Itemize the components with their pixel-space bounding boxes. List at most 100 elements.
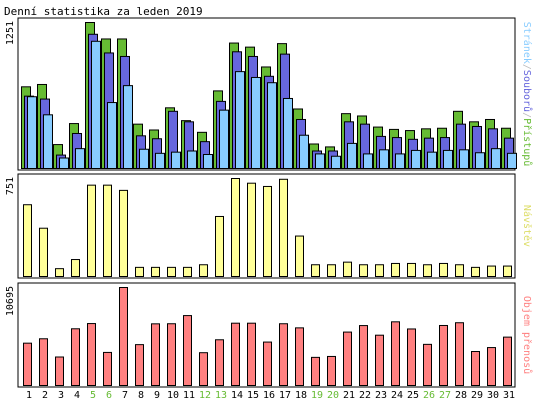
x-tick-label-day-4: 4 [74, 390, 80, 401]
ylabel-volume: Objem přenosů [521, 296, 533, 374]
bar-volume-day-22 [359, 325, 368, 387]
bar-volume-day-1 [23, 342, 32, 386]
x-tick-label-day-28: 28 [455, 390, 467, 401]
bar-volume-day-23 [375, 334, 384, 386]
bar-visits-day-13 [215, 215, 224, 278]
bar-visits-day-25 [407, 262, 416, 278]
x-tick-label-day-1: 1 [26, 390, 32, 401]
x-tick-label-day-6: 6 [106, 390, 112, 401]
bar-traffic-stránek-day-1 [27, 96, 37, 169]
bar-traffic-stránek-day-31 [507, 152, 517, 170]
bar-volume-day-2 [39, 338, 48, 386]
x-tick-label-day-7: 7 [122, 390, 128, 401]
bar-traffic-stránek-day-30 [491, 148, 501, 169]
bar-visits-day-5 [87, 184, 96, 277]
bar-visits-day-4 [71, 259, 80, 277]
bar-traffic-stránek-day-22 [363, 153, 373, 169]
bar-volume-day-11 [183, 315, 192, 386]
x-tick-label-day-5: 5 [90, 390, 96, 401]
chart-title: Denní statistika za leden 2019 [4, 5, 203, 18]
ylabel-part-4: Přístupů [521, 118, 533, 166]
x-tick-label-day-17: 17 [279, 390, 291, 401]
bar-visits-day-16 [263, 185, 272, 277]
bar-visits-day-6 [103, 184, 112, 277]
bar-traffic-stránek-day-20 [331, 155, 341, 169]
bar-visits-day-29 [471, 266, 480, 277]
bar-volume-day-12 [199, 352, 208, 387]
bar-traffic-stránek-day-11 [187, 150, 197, 169]
bar-visits-day-15 [247, 182, 256, 277]
bar-volume-day-10 [167, 323, 176, 386]
x-tick-label-day-25: 25 [407, 390, 419, 401]
bar-visits-day-22 [359, 264, 368, 277]
bar-volume-day-9 [151, 323, 160, 387]
bar-traffic-stránek-day-8 [139, 148, 149, 170]
bar-volume-day-20 [327, 355, 336, 387]
bar-visits-day-10 [167, 266, 176, 277]
ylabel-part-3: / [521, 112, 532, 118]
bar-traffic-stránek-day-12 [203, 153, 213, 170]
bar-volume-day-21 [343, 331, 352, 386]
bar-traffic-stránek-day-13 [219, 109, 229, 169]
bar-volume-day-13 [215, 339, 224, 386]
bar-traffic-stránek-day-24 [395, 153, 405, 169]
ylabel-traffic: Stránek/Souborů/Přístupů [521, 22, 533, 167]
x-tick-label-day-23: 23 [375, 390, 387, 401]
x-tick-label-day-10: 10 [167, 390, 179, 401]
bar-volume-day-24 [391, 321, 400, 387]
ylabel-part-0: Stránek [521, 22, 533, 64]
bar-visits-day-30 [487, 265, 496, 277]
bar-visits-day-8 [135, 266, 144, 277]
bar-visits-day-27 [439, 262, 448, 278]
bar-traffic-stránek-day-3 [59, 157, 69, 169]
bar-visits-day-7 [119, 189, 128, 277]
x-tick-label-day-22: 22 [359, 390, 371, 401]
ymax-label-traffic: 1251 [5, 21, 16, 45]
panel-volume: 10695 Objem přenosů [5, 282, 533, 388]
bar-traffic-stránek-day-17 [283, 97, 293, 169]
bar-volume-day-27 [439, 324, 448, 386]
bar-traffic-stránek-day-16 [267, 82, 277, 169]
bar-visits-day-24 [391, 262, 400, 278]
ylabel-part-1: / [521, 64, 532, 70]
ymax-label-visits: 751 [5, 177, 16, 195]
bar-traffic-stránek-day-21 [347, 142, 357, 170]
bar-visits-day-11 [183, 266, 192, 277]
bar-visits-day-14 [231, 178, 240, 277]
x-tick-label-day-3: 3 [58, 390, 64, 401]
x-tick-label-day-29: 29 [471, 390, 483, 401]
bar-volume-day-16 [263, 341, 272, 386]
bar-volume-day-6 [103, 351, 112, 386]
bar-volume-day-31 [503, 336, 512, 386]
bar-traffic-stránek-day-15 [251, 76, 261, 169]
bar-volume-day-7 [119, 287, 128, 386]
x-tick-label-day-15: 15 [247, 390, 259, 401]
bar-traffic-stránek-day-9 [155, 152, 165, 170]
x-tick-label-day-18: 18 [295, 390, 307, 401]
x-tick-label-day-19: 19 [311, 390, 323, 401]
x-tick-label-day-9: 9 [154, 390, 160, 401]
bar-traffic-stránek-day-4 [75, 148, 85, 169]
panel-visits: 751 Návštěv [5, 173, 533, 279]
x-tick-label-day-26: 26 [423, 390, 435, 401]
bar-visits-day-19 [311, 264, 320, 277]
bar-visits-day-2 [39, 227, 48, 278]
bar-visits-day-31 [503, 265, 512, 277]
x-tick-label-day-21: 21 [343, 390, 355, 401]
bar-volume-day-28 [455, 322, 464, 387]
bar-volume-day-17 [279, 323, 288, 386]
x-tick-label-day-20: 20 [327, 390, 339, 401]
x-tick-label-day-11: 11 [183, 390, 195, 401]
bar-traffic-stránek-day-25 [411, 149, 421, 170]
ymax-label-volume: 10695 [5, 286, 16, 316]
bar-volume-day-18 [295, 327, 304, 386]
bar-traffic-stránek-day-18 [299, 134, 309, 169]
bar-visits-day-12 [199, 264, 208, 277]
bar-volume-day-26 [423, 343, 432, 387]
bar-traffic-stránek-day-28 [459, 149, 469, 169]
ylabel-part-2: Souborů [521, 70, 533, 112]
bar-traffic-stránek-day-26 [427, 151, 437, 169]
bar-volume-day-8 [135, 344, 144, 386]
bar-visits-day-9 [151, 266, 160, 277]
